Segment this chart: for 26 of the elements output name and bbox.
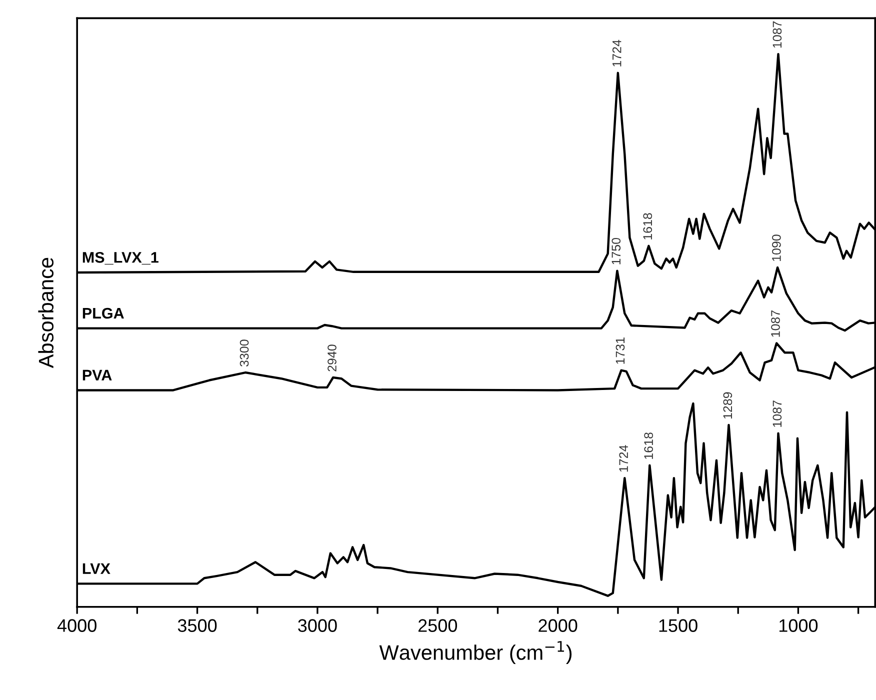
- x-tick-label: 1000: [780, 619, 818, 632]
- annotation: 1724: [612, 40, 622, 66]
- annotation: 1750: [612, 238, 621, 264]
- series-label: MS_LVX_1: [82, 252, 158, 265]
- annotation: 1289: [723, 392, 732, 419]
- x-tick-label: 2000: [538, 619, 578, 632]
- annotation: 1090: [772, 234, 781, 261]
- annotation: 2940: [328, 344, 336, 372]
- annotation: 1618: [643, 213, 652, 240]
- series-label: LVX: [82, 563, 110, 574]
- series-label: PVA: [82, 370, 112, 380]
- annotation: 1724: [619, 445, 628, 472]
- annotation: 1087: [772, 400, 782, 427]
- y-axis-title: Absorbance: [38, 258, 54, 368]
- x-tick-label: 2500: [418, 619, 458, 632]
- annotation: 1618: [644, 432, 654, 459]
- series-label: PLGA: [82, 308, 124, 319]
- x-tick-label: 3000: [298, 619, 337, 632]
- x-axis-title: Wavenumber (cm$^{−1}$): [379, 641, 572, 664]
- annotation: 1087: [771, 310, 780, 337]
- annotation: 1087: [772, 21, 782, 48]
- annotation: 3300: [240, 340, 249, 366]
- x-tick-label: 1500: [659, 619, 698, 632]
- x-tick-label: 3500: [178, 619, 217, 632]
- x-tick-label: 4000: [57, 619, 96, 632]
- annotation: 1731: [616, 338, 625, 364]
